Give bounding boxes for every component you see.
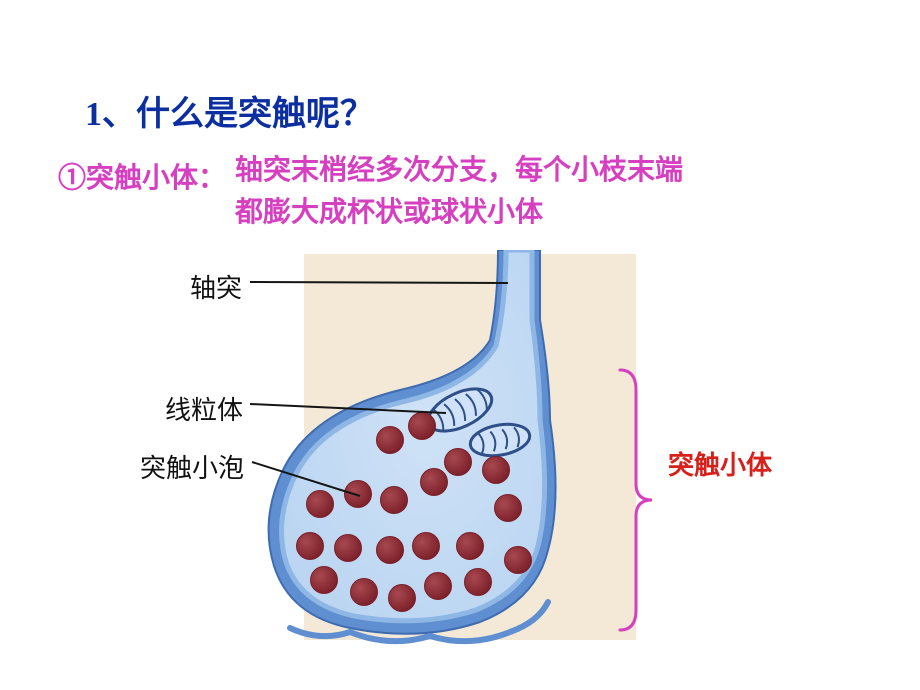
label-mitochondrion: 线粒体: [165, 390, 243, 427]
subheading-line2: 都膨大成杯状或球状小体: [235, 197, 543, 228]
label-vesicle: 突触小泡: [140, 448, 244, 485]
slide: 1、什么是突触呢？ ①突触小体： 轴突末梢经多次分支，每个小枝末端 都膨大成杯状…: [0, 0, 920, 690]
subheading-line1: 轴突末梢经多次分支，每个小枝末端: [235, 155, 683, 186]
subheading-label: ①突触小体：: [58, 156, 226, 196]
label-synaptic-knob: 突触小体: [668, 445, 772, 482]
label-axon: 轴突: [190, 268, 242, 305]
synapse-diagram: [250, 250, 670, 650]
heading: 1、什么是突触呢？: [85, 86, 374, 135]
subheading-description: 轴突末梢经多次分支，每个小枝末端 都膨大成杯状或球状小体: [235, 150, 683, 234]
